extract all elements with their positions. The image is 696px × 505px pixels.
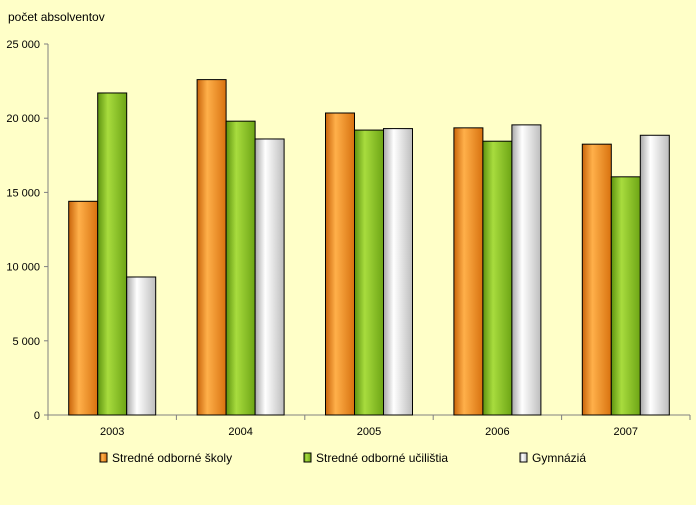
bar-2005-series-3 <box>383 128 413 416</box>
bar-2004-series-3 <box>254 138 285 416</box>
legend-swatch <box>303 452 312 463</box>
bar-2007-series-3 <box>639 134 670 416</box>
legend: Stredné odborné školy Stredné odborné uči… <box>99 451 586 465</box>
x-tick-label: 2003 <box>100 426 124 438</box>
y-axis-title: počet absolventov <box>8 10 105 24</box>
x-tick-label: 2005 <box>357 426 381 438</box>
y-tick-label: 10 000 <box>6 262 40 274</box>
plot-area: 0 5 000 10 000 15 000 20 000 25 000 2003 2004 20… <box>6 39 691 438</box>
bar-2004-series-2 <box>225 120 256 416</box>
legend-label: Stredné odborné školy <box>112 451 232 465</box>
bar-2003-series-3 <box>126 276 157 416</box>
y-tick-label: 20 000 <box>6 113 40 125</box>
legend-swatch <box>519 452 528 463</box>
x-tick-label: 2007 <box>614 426 638 438</box>
legend-label: Gymnáziá <box>532 451 586 465</box>
x-tick-label: 2004 <box>228 426 252 438</box>
y-tick-label: 25 000 <box>6 39 40 51</box>
y-tick-label: 0 <box>34 410 40 422</box>
bar-2003-series-2 <box>97 92 128 416</box>
y-tick-label: 15 000 <box>6 187 40 199</box>
legend-label: Stredné odborné učilištia <box>316 451 448 465</box>
bar-2005-series-1 <box>325 112 355 416</box>
bar-2007-series-2 <box>610 176 641 416</box>
legend-swatch <box>99 452 108 463</box>
x-tick-label: 2006 <box>485 426 509 438</box>
bar-2004-series-1 <box>196 79 227 416</box>
bar-2005-series-2 <box>354 129 384 416</box>
y-tick-label: 5 000 <box>12 336 40 348</box>
bar-2006-series-3 <box>511 124 542 416</box>
bar-2006-series-1 <box>453 127 484 416</box>
bar-2003-series-1 <box>68 200 99 416</box>
bar-2007-series-1 <box>581 143 612 416</box>
bar-2006-series-2 <box>482 140 513 416</box>
